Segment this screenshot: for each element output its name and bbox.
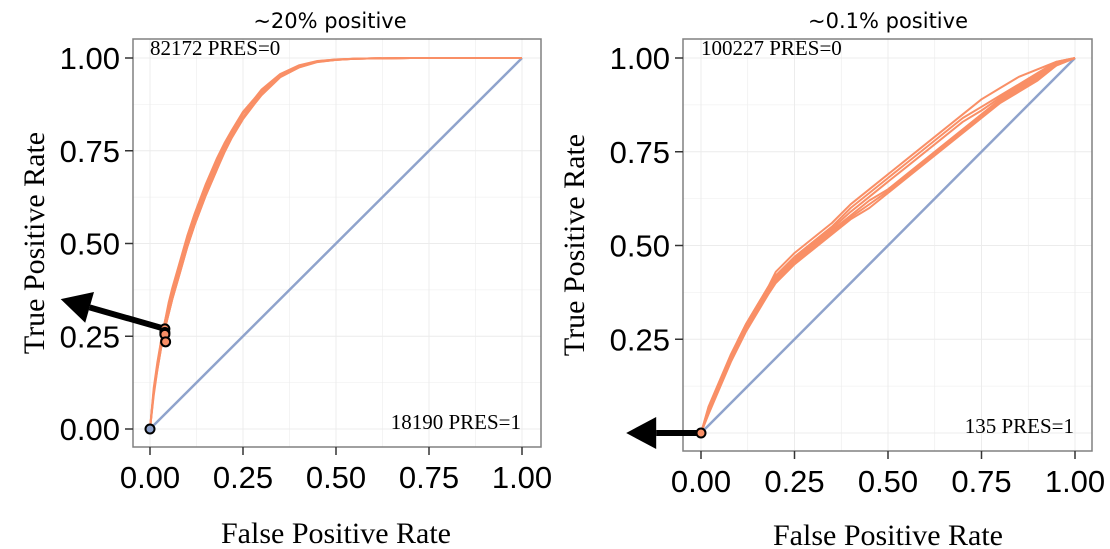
y-axis-title: True Positive Rate xyxy=(558,134,591,356)
x-tick-label: 0.50 xyxy=(858,464,918,499)
x-tick-label: 0.25 xyxy=(213,460,273,495)
x-tick-label: 0.75 xyxy=(399,460,459,495)
y-tick-label: 0.75 xyxy=(610,135,670,170)
panel-title: ~0.1% positive xyxy=(808,9,968,33)
y-tick-label: 0.25 xyxy=(60,319,120,354)
threshold-point xyxy=(695,427,707,439)
x-tick-label: 0.00 xyxy=(671,464,731,499)
diagonal-line xyxy=(700,57,1076,434)
y-tick-label: 0.00 xyxy=(60,412,120,447)
y-tick-label: 0.25 xyxy=(610,322,670,357)
y-tick-label: 0.50 xyxy=(610,229,670,264)
arrow-shaft xyxy=(88,304,166,332)
y-axis-title: True Positive Rate xyxy=(18,132,51,354)
threshold-point xyxy=(160,336,172,348)
threshold-point xyxy=(144,423,156,435)
y-tick-label: 1.00 xyxy=(60,41,120,76)
annotation-pres1: 135 PRES=1 xyxy=(965,414,1074,438)
panel-title: ~20% positive xyxy=(253,9,406,33)
y-tick-label: 0.75 xyxy=(60,134,120,169)
diagonal-line xyxy=(149,57,523,430)
y-tick-label: 0.50 xyxy=(60,227,120,262)
x-tick-label: 1.00 xyxy=(1045,464,1105,499)
annotation-pres0: 100227 PRES=0 xyxy=(701,36,842,60)
roc-curve xyxy=(700,57,1076,434)
x-tick-label: 0.00 xyxy=(120,460,180,495)
panel-20pct: 0.000.00 0.25 0.25 0.50 0.50 0.75 0.75 1.00 1.00… xyxy=(18,9,552,549)
plot-area: 0.00 0.25 0.25 0.50 0.50 0.75 0.75 1.00 1.00 xyxy=(610,38,1105,499)
x-axis-title: False Positive Rate xyxy=(773,519,1003,549)
x-tick-label: 0.75 xyxy=(951,464,1011,499)
panel-0-1pct: 0.00 0.25 0.25 0.50 0.50 0.75 0.75 1.00 1.00 ~0.… xyxy=(558,9,1105,549)
plot-area: 0.000.00 0.25 0.25 0.50 0.50 0.75 0.75 1.00 1.00 xyxy=(60,38,552,495)
roc-curve xyxy=(700,57,1076,434)
x-tick-label: 0.50 xyxy=(306,460,366,495)
arrow-head xyxy=(60,292,94,323)
y-tick-label: 1.00 xyxy=(610,41,670,76)
arrow-head xyxy=(626,417,657,449)
annotation-pres0: 82172 PRES=0 xyxy=(150,36,280,60)
x-axis-title: False Positive Rate xyxy=(221,517,451,549)
x-tick-label: 0.25 xyxy=(764,464,824,499)
annotation-pres1: 18190 PRES=1 xyxy=(391,410,521,434)
x-tick-label: 1.00 xyxy=(492,460,552,495)
